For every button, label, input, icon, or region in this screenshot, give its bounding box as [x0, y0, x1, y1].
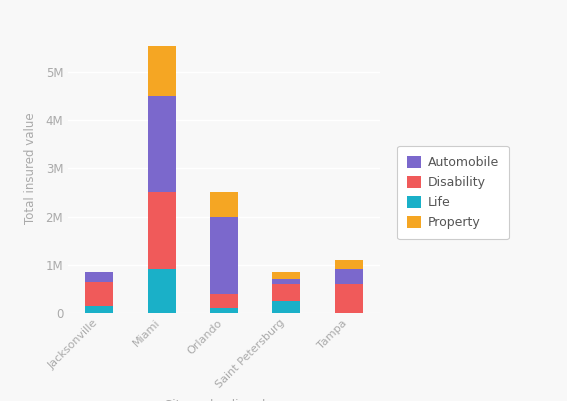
Bar: [85, 306, 113, 313]
Y-axis label: Total insured value: Total insured value: [24, 113, 37, 224]
Bar: [147, 192, 176, 269]
X-axis label: City and policy class: City and policy class: [163, 399, 285, 401]
Bar: [335, 269, 363, 284]
Bar: [210, 308, 238, 313]
Bar: [272, 279, 301, 284]
Bar: [147, 46, 176, 96]
Bar: [85, 282, 113, 306]
Legend: Automobile, Disability, Life, Property: Automobile, Disability, Life, Property: [397, 146, 509, 239]
Bar: [335, 260, 363, 269]
Bar: [210, 192, 238, 217]
Bar: [272, 284, 301, 301]
Bar: [335, 284, 363, 313]
Bar: [210, 294, 238, 308]
Bar: [147, 269, 176, 313]
Bar: [272, 272, 301, 279]
Bar: [210, 217, 238, 294]
Bar: [272, 301, 301, 313]
Bar: [147, 96, 176, 192]
Bar: [85, 272, 113, 282]
